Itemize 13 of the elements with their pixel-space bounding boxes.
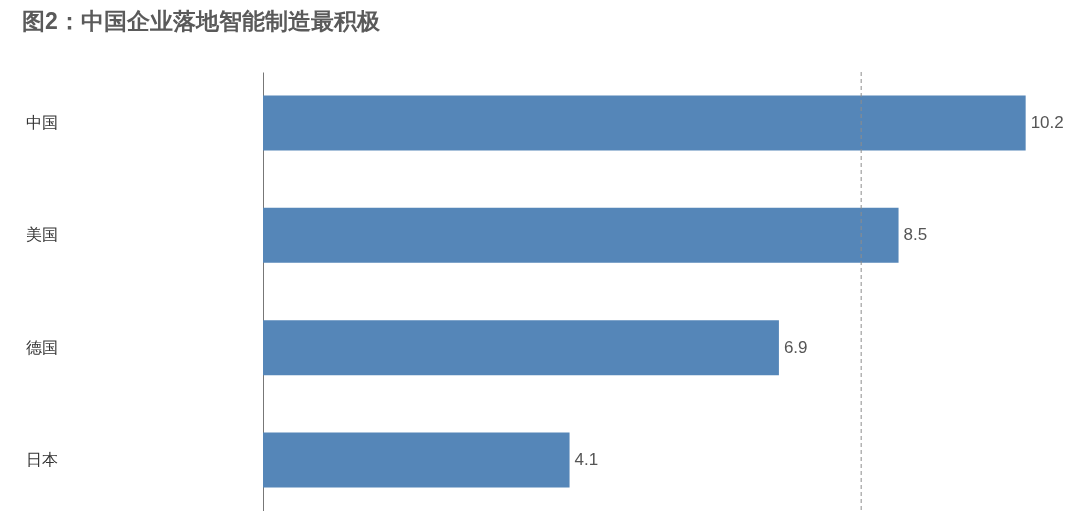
bar — [263, 432, 570, 488]
bar — [263, 207, 899, 263]
data-label: 10.2 — [1030, 113, 1064, 133]
bar — [263, 320, 779, 376]
data-label: 4.1 — [574, 449, 599, 469]
y-tick-label: 美国 — [25, 226, 58, 244]
y-tick-label: 中国 — [25, 114, 58, 132]
y-tick-label: 日本 — [25, 450, 58, 468]
y-tick-label: 德国 — [25, 338, 58, 356]
data-label: 8.5 — [903, 225, 928, 245]
data-label: 6.9 — [783, 337, 808, 357]
bar — [263, 95, 1026, 151]
chart-title: 图2：中国企业落地智能制造最积极 — [22, 7, 381, 34]
